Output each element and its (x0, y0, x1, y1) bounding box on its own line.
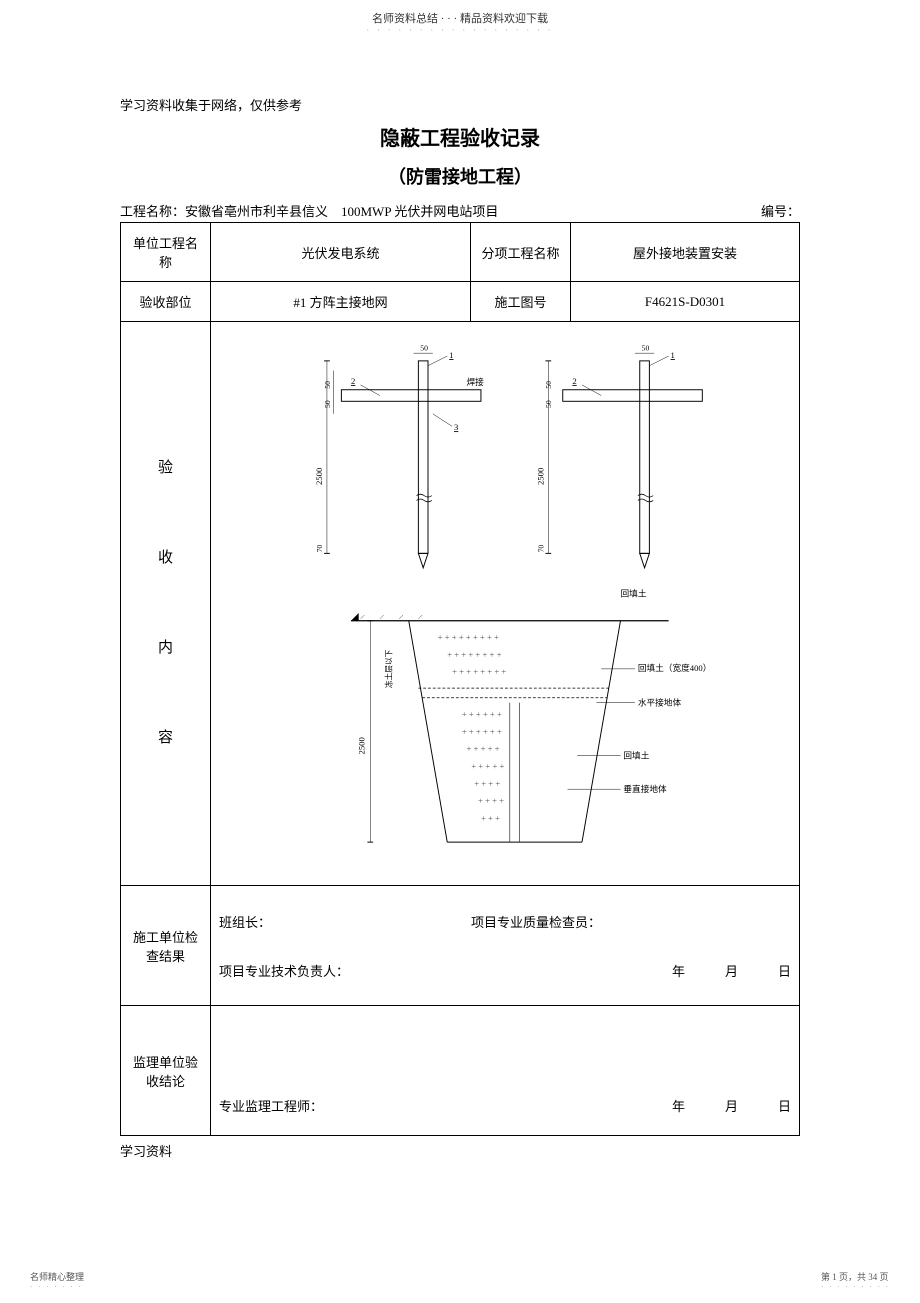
dim-70-left: 70 (315, 545, 324, 553)
bottom-right-text: 第 1 页，共 34 页 (821, 1270, 890, 1283)
vertical-text-rong: 容 (158, 730, 173, 746)
vertical-text-nei: 内 (158, 640, 173, 656)
bottom-left-text: 名师精心整理 (30, 1270, 84, 1283)
dim-50-l2: 50 (323, 400, 332, 408)
text-year-2: 年 (672, 1096, 685, 1115)
project-row: 工程名称：安徽省亳州市利辛县信义 100MWP 光伏并网电站项目 编号： (120, 201, 800, 220)
table-row: 单位工程名称 光伏发电系统 分项工程名称 屋外接地装置安装 (121, 223, 800, 282)
svg-text:+ + + + + + + +: + + + + + + + + (447, 649, 501, 659)
bottom-right: 第 1 页，共 34 页 · · · · · · · · · (821, 1270, 890, 1291)
diagram-svg: 2500 50 50 70 50 1 2 3 (219, 332, 791, 871)
cell-subitem-value: 屋外接地装置安装 (571, 223, 800, 282)
svg-text:+ + + + + + + + +: + + + + + + + + + (438, 632, 499, 642)
text-year: 年 (672, 961, 685, 980)
svg-text:+ + + + + +: + + + + + + (462, 709, 502, 719)
dim-50-r2: 50 (544, 400, 553, 408)
content-wrap: 学习资料收集于网络，仅供参考 隐蔽工程验收记录 （防雷接地工程） 工程名称：安徽… (0, 35, 920, 1160)
label-huitiantu-top: 回填土 (621, 588, 647, 599)
svg-text:+ + + +: + + + + (478, 796, 504, 806)
svg-text:+ + + +: + + + + (474, 778, 500, 788)
cell-accept-part-value: #1 方阵主接地网 (211, 282, 471, 322)
svg-text:+ + + + +: + + + + + (467, 744, 500, 754)
label-2-left: 2 (351, 376, 355, 386)
doc-subtitle: （防雷接地工程） (120, 163, 800, 189)
dim-70-right: 70 (537, 545, 546, 553)
label-shuiping: 水平接地体 (638, 696, 682, 707)
table-row: 验 收 内 容 (121, 322, 800, 886)
svg-text:+ + + + +: + + + + + (471, 761, 504, 771)
dim-50-top-right: 50 (642, 343, 650, 352)
cell-drawing-value: F4621S-D0301 (571, 282, 800, 322)
label-kuandu: 回填土（宽度400） (638, 662, 712, 673)
rod-tip-left (418, 553, 428, 567)
dim-50-l1: 50 (323, 381, 332, 389)
label-hanjie: 焊接 (467, 376, 485, 387)
text-day-2: 日 (778, 1096, 791, 1115)
cell-construction-label: 施工单位检查结果 (121, 886, 211, 1006)
text-month-2: 月 (725, 1096, 738, 1115)
label-chuizhi: 垂直接地体 (623, 783, 667, 794)
table-row: 施工单位检查结果 班组长： 项目专业质量检查员： 项目专业技术负责人： 年 月 … (121, 886, 800, 1006)
hbar-right (563, 390, 703, 402)
svg-text:+ + +: + + + (481, 813, 500, 823)
cell-unit-value: 光伏发电系统 (211, 223, 471, 282)
diagram-cell: 2500 50 50 70 50 1 2 3 (211, 322, 800, 886)
label-huitiantu: 回填土 (623, 749, 649, 760)
dim-50-top-left: 50 (420, 343, 428, 352)
text-zhiliangjianchayuan: 项目专业质量检查员： (471, 912, 601, 931)
table-row: 监理单位验收结论 专业监理工程师： 年 月 日 (121, 1006, 800, 1136)
dim-50-r1: 50 (544, 381, 553, 389)
label-1-left: 1 (449, 350, 453, 360)
text-banzuzhang: 班组长： (219, 912, 271, 931)
project-code: 编号： (761, 201, 800, 220)
cell-subitem-label: 分项工程名称 (471, 223, 571, 282)
footer-material: 学习资料 (120, 1141, 800, 1160)
cell-supervision-content: 专业监理工程师： 年 月 日 (211, 1006, 800, 1136)
cell-unit-label: 单位工程名称 (121, 223, 211, 282)
text-day: 日 (778, 961, 791, 980)
vertical-text-shou: 收 (158, 550, 173, 566)
header-note: 名师资料总结 · · · 精品资料欢迎下载 (0, 0, 920, 26)
dim-2500-trench: 2500 (356, 737, 366, 754)
cell-accept-part-label: 验收部位 (121, 282, 211, 322)
svg-text:+ + + + + + + +: + + + + + + + + (452, 667, 506, 677)
text-month: 月 (725, 961, 738, 980)
rod-tip-right (640, 553, 650, 567)
cell-drawing-label: 施工图号 (471, 282, 571, 322)
label-2-right: 2 (572, 376, 576, 386)
label-3-left: 3 (454, 422, 458, 432)
bottom-left-dots: · · · · · · · (30, 1283, 84, 1291)
vertical-text-yan: 验 (158, 460, 173, 476)
svg-text:+ + + + + +: + + + + + + (462, 726, 502, 736)
bottom-left: 名师精心整理 · · · · · · · (30, 1270, 84, 1291)
preamble-text: 学习资料收集于网络，仅供参考 (120, 95, 800, 114)
hbar-left (341, 390, 481, 402)
text-jianligongchengshi: 专业监理工程师： (219, 1096, 323, 1115)
bottom-right-dots: · · · · · · · · · (821, 1283, 890, 1291)
cell-supervision-label: 监理单位验收结论 (121, 1006, 211, 1136)
table-row: 验收部位 #1 方阵主接地网 施工图号 F4621S-D0301 (121, 282, 800, 322)
label-1-right: 1 (671, 350, 675, 360)
text-jishufuzeren: 项目专业技术负责人： (219, 961, 349, 980)
dim-2500-right: 2500 (536, 468, 546, 485)
label-dongtu: 冻土层以下 (383, 649, 393, 688)
dim-2500-left: 2500 (314, 468, 324, 485)
main-table: 单位工程名称 光伏发电系统 分项工程名称 屋外接地装置安装 验收部位 #1 方阵… (120, 222, 800, 1136)
project-name: 工程名称：安徽省亳州市利辛县信义 100MWP 光伏并网电站项目 (120, 201, 498, 220)
cell-construction-content: 班组长： 项目专业质量检查员： 项目专业技术负责人： 年 月 日 (211, 886, 800, 1006)
header-dots: · · · · · · · · · · · · · · · · · · (0, 26, 920, 35)
doc-title: 隐蔽工程验收记录 (120, 122, 800, 151)
cell-content-label: 验 收 内 容 (121, 322, 211, 886)
